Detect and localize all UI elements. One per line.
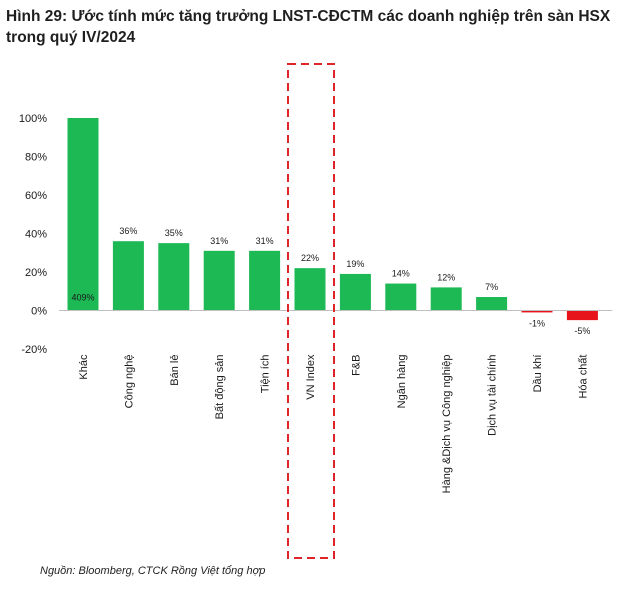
x-tick-label: Hóa chất [577,355,589,399]
x-tick-label: Công nghệ [123,355,135,409]
bar-7 [385,283,417,311]
x-tick-label: Dầu khí [532,355,544,393]
data-label: 19% [346,259,364,269]
data-label: 12% [437,272,455,282]
bar-10 [521,310,553,313]
bar-5 [294,268,326,311]
data-label: 7% [485,282,498,292]
x-axis: Khác Công nghệ Bán lẻ Bất động sản Tiện ích V… [59,310,613,494]
bar-11 [566,310,598,321]
x-tick-label: Dịch vụ tài chính [487,354,499,435]
y-tick-label: 60% [25,190,47,202]
y-tick-label: 20% [25,267,47,279]
y-tick-label: 100% [19,113,47,125]
x-tick-label: VN Index [305,354,317,400]
data-label: 36% [119,226,137,236]
data-label: 35% [165,228,183,238]
chart-title: Hình 29: Ước tính mức tăng trưởng LNST-C… [6,8,611,46]
highlight-box [287,63,335,559]
source-note: Nguồn: Bloomberg, CTCK Rồng Việt tổng hợ… [40,565,266,577]
y-tick-label: 80% [25,152,47,164]
x-tick-label: F&B [350,355,362,376]
data-label: 31% [256,236,274,246]
y-axis: -20% 0% 20% 40% 60% 80% 100% [19,113,47,356]
x-tick-label: Hàng &Dịch vụ Công nghiệp [441,355,453,494]
data-label: 31% [210,236,228,246]
x-tick-label: Bán lẻ [169,355,181,386]
data-label: 409% [71,293,94,303]
vn-index-highlight-box [287,63,335,559]
y-tick-label: 0% [31,306,47,318]
bars: 409% 36% 35% 31% 31% 22% 19% 14% 12% 7% -1% -5% [67,118,598,336]
data-label: 22% [301,253,319,263]
bar-8 [430,287,462,311]
x-tick-label: Khác [78,354,90,380]
bar-1 [112,241,144,311]
bar-6 [339,273,371,311]
bar-9 [476,297,508,311]
bar-4 [249,250,281,311]
bar-0 [67,118,99,311]
y-tick-label: -20% [21,344,47,356]
y-tick-label: 40% [25,229,47,241]
data-label: -1% [529,318,545,328]
x-tick-label: Bất động sản [214,355,226,420]
bar-3 [203,250,235,311]
x-tick-label: Tiện ích [260,355,272,394]
data-label: -5% [574,326,590,336]
bar-2 [158,243,190,311]
data-label: 14% [392,269,410,279]
x-tick-label: Ngân hàng [396,355,408,409]
